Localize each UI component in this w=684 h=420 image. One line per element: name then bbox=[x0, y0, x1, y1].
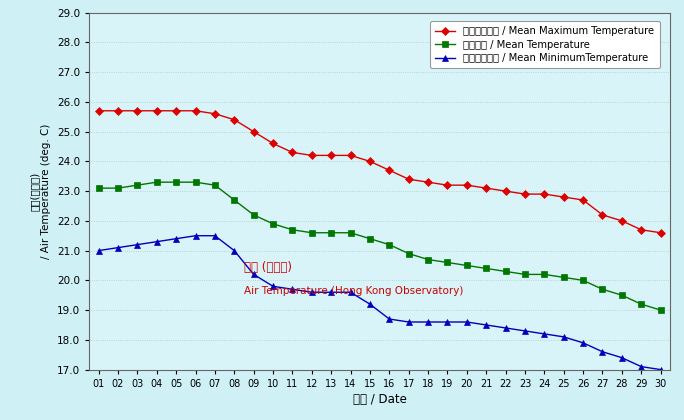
平均氣溫 / Mean Temperature bbox=[540, 272, 549, 277]
平均最高氣溫 / Mean Maximum Temperature bbox=[269, 141, 277, 146]
Y-axis label: 氣溫(攝氏度)
/ Air Temperature (deg. C): 氣溫(攝氏度) / Air Temperature (deg. C) bbox=[29, 123, 51, 259]
平均最低氣溫 / Mean MinimumTemperature bbox=[288, 287, 296, 292]
平均最高氣溫 / Mean Maximum Temperature bbox=[618, 218, 626, 223]
平均最低氣溫 / Mean MinimumTemperature bbox=[114, 245, 122, 250]
平均最高氣溫 / Mean Maximum Temperature bbox=[560, 194, 568, 200]
Line: 平均最高氣溫 / Mean Maximum Temperature: 平均最高氣溫 / Mean Maximum Temperature bbox=[96, 108, 663, 236]
平均最低氣溫 / Mean MinimumTemperature bbox=[637, 364, 646, 369]
平均氣溫 / Mean Temperature bbox=[269, 221, 277, 226]
平均最低氣溫 / Mean MinimumTemperature bbox=[462, 320, 471, 325]
平均最高氣溫 / Mean Maximum Temperature bbox=[657, 230, 665, 235]
平均最高氣溫 / Mean Maximum Temperature bbox=[114, 108, 122, 113]
平均氣溫 / Mean Temperature bbox=[211, 183, 219, 188]
平均最高氣溫 / Mean Maximum Temperature bbox=[250, 129, 258, 134]
平均最高氣溫 / Mean Maximum Temperature bbox=[424, 180, 432, 185]
平均氣溫 / Mean Temperature bbox=[521, 272, 529, 277]
平均氣溫 / Mean Temperature bbox=[94, 186, 103, 191]
平均最低氣溫 / Mean MinimumTemperature bbox=[657, 367, 665, 372]
平均最低氣溫 / Mean MinimumTemperature bbox=[482, 323, 490, 328]
平均最高氣溫 / Mean Maximum Temperature bbox=[501, 189, 510, 194]
平均最低氣溫 / Mean MinimumTemperature bbox=[424, 320, 432, 325]
Legend: 平均最高氣溫 / Mean Maximum Temperature, 平均氣溫 / Mean Temperature, 平均最低氣溫 / Mean Minimu: 平均最高氣溫 / Mean Maximum Temperature, 平均氣溫 … bbox=[430, 21, 659, 68]
平均最低氣溫 / Mean MinimumTemperature bbox=[153, 239, 161, 244]
平均氣溫 / Mean Temperature bbox=[598, 287, 607, 292]
平均最高氣溫 / Mean Maximum Temperature bbox=[94, 108, 103, 113]
平均最低氣溫 / Mean MinimumTemperature bbox=[308, 290, 316, 295]
平均最低氣溫 / Mean MinimumTemperature bbox=[443, 320, 451, 325]
平均氣溫 / Mean Temperature bbox=[482, 266, 490, 271]
平均氣溫 / Mean Temperature bbox=[114, 186, 122, 191]
Text: 氣溫 (天文台): 氣溫 (天文台) bbox=[244, 261, 292, 274]
平均最高氣溫 / Mean Maximum Temperature bbox=[153, 108, 161, 113]
平均最低氣溫 / Mean MinimumTemperature bbox=[618, 355, 626, 360]
Text: Air Temperature (Hong Kong Observatory): Air Temperature (Hong Kong Observatory) bbox=[244, 286, 463, 296]
平均最高氣溫 / Mean Maximum Temperature bbox=[230, 117, 238, 122]
平均氣溫 / Mean Temperature bbox=[230, 197, 238, 202]
平均最高氣溫 / Mean Maximum Temperature bbox=[637, 227, 646, 232]
平均最低氣溫 / Mean MinimumTemperature bbox=[540, 331, 549, 336]
平均最低氣溫 / Mean MinimumTemperature bbox=[192, 233, 200, 238]
平均氣溫 / Mean Temperature bbox=[133, 183, 142, 188]
平均最低氣溫 / Mean MinimumTemperature bbox=[230, 248, 238, 253]
平均氣溫 / Mean Temperature bbox=[637, 302, 646, 307]
平均氣溫 / Mean Temperature bbox=[618, 293, 626, 298]
平均最高氣溫 / Mean Maximum Temperature bbox=[385, 168, 393, 173]
平均最低氣溫 / Mean MinimumTemperature bbox=[404, 320, 412, 325]
平均最低氣溫 / Mean MinimumTemperature bbox=[346, 290, 354, 295]
平均最低氣溫 / Mean MinimumTemperature bbox=[560, 334, 568, 339]
平均最高氣溫 / Mean Maximum Temperature bbox=[308, 153, 316, 158]
平均氣溫 / Mean Temperature bbox=[657, 307, 665, 312]
平均最低氣溫 / Mean MinimumTemperature bbox=[211, 233, 219, 238]
平均最高氣溫 / Mean Maximum Temperature bbox=[540, 192, 549, 197]
平均氣溫 / Mean Temperature bbox=[501, 269, 510, 274]
平均氣溫 / Mean Temperature bbox=[560, 275, 568, 280]
平均最高氣溫 / Mean Maximum Temperature bbox=[579, 197, 587, 202]
平均最高氣溫 / Mean Maximum Temperature bbox=[404, 177, 412, 182]
平均最高氣溫 / Mean Maximum Temperature bbox=[172, 108, 181, 113]
平均氣溫 / Mean Temperature bbox=[192, 180, 200, 185]
平均最低氣溫 / Mean MinimumTemperature bbox=[133, 242, 142, 247]
平均氣溫 / Mean Temperature bbox=[346, 230, 354, 235]
平均最低氣溫 / Mean MinimumTemperature bbox=[598, 349, 607, 354]
平均最低氣溫 / Mean MinimumTemperature bbox=[366, 302, 374, 307]
平均最低氣溫 / Mean MinimumTemperature bbox=[94, 248, 103, 253]
X-axis label: 日期 / Date: 日期 / Date bbox=[353, 393, 406, 406]
平均最高氣溫 / Mean Maximum Temperature bbox=[482, 186, 490, 191]
平均最高氣溫 / Mean Maximum Temperature bbox=[288, 150, 296, 155]
平均最高氣溫 / Mean Maximum Temperature bbox=[133, 108, 142, 113]
平均最低氣溫 / Mean MinimumTemperature bbox=[501, 326, 510, 331]
平均最高氣溫 / Mean Maximum Temperature bbox=[462, 183, 471, 188]
平均最低氣溫 / Mean MinimumTemperature bbox=[172, 236, 181, 241]
平均最高氣溫 / Mean Maximum Temperature bbox=[192, 108, 200, 113]
平均氣溫 / Mean Temperature bbox=[308, 230, 316, 235]
平均最高氣溫 / Mean Maximum Temperature bbox=[521, 192, 529, 197]
平均氣溫 / Mean Temperature bbox=[443, 260, 451, 265]
平均最低氣溫 / Mean MinimumTemperature bbox=[521, 328, 529, 333]
平均氣溫 / Mean Temperature bbox=[172, 180, 181, 185]
平均最高氣溫 / Mean Maximum Temperature bbox=[346, 153, 354, 158]
平均最低氣溫 / Mean MinimumTemperature bbox=[385, 317, 393, 322]
平均最低氣溫 / Mean MinimumTemperature bbox=[579, 340, 587, 345]
平均最低氣溫 / Mean MinimumTemperature bbox=[250, 272, 258, 277]
Line: 平均氣溫 / Mean Temperature: 平均氣溫 / Mean Temperature bbox=[95, 178, 664, 314]
平均氣溫 / Mean Temperature bbox=[366, 236, 374, 241]
平均最低氣溫 / Mean MinimumTemperature bbox=[269, 284, 277, 289]
平均氣溫 / Mean Temperature bbox=[579, 278, 587, 283]
平均氣溫 / Mean Temperature bbox=[153, 180, 161, 185]
平均最高氣溫 / Mean Maximum Temperature bbox=[443, 183, 451, 188]
平均氣溫 / Mean Temperature bbox=[288, 227, 296, 232]
平均最高氣溫 / Mean Maximum Temperature bbox=[327, 153, 335, 158]
平均最低氣溫 / Mean MinimumTemperature bbox=[327, 290, 335, 295]
平均最高氣溫 / Mean Maximum Temperature bbox=[211, 111, 219, 116]
Line: 平均最低氣溫 / Mean MinimumTemperature: 平均最低氣溫 / Mean MinimumTemperature bbox=[95, 232, 664, 373]
平均氣溫 / Mean Temperature bbox=[462, 263, 471, 268]
平均氣溫 / Mean Temperature bbox=[250, 213, 258, 218]
平均氣溫 / Mean Temperature bbox=[424, 257, 432, 262]
平均氣溫 / Mean Temperature bbox=[327, 230, 335, 235]
平均氣溫 / Mean Temperature bbox=[385, 242, 393, 247]
平均最高氣溫 / Mean Maximum Temperature bbox=[366, 159, 374, 164]
平均氣溫 / Mean Temperature bbox=[404, 251, 412, 256]
平均最高氣溫 / Mean Maximum Temperature bbox=[598, 213, 607, 218]
